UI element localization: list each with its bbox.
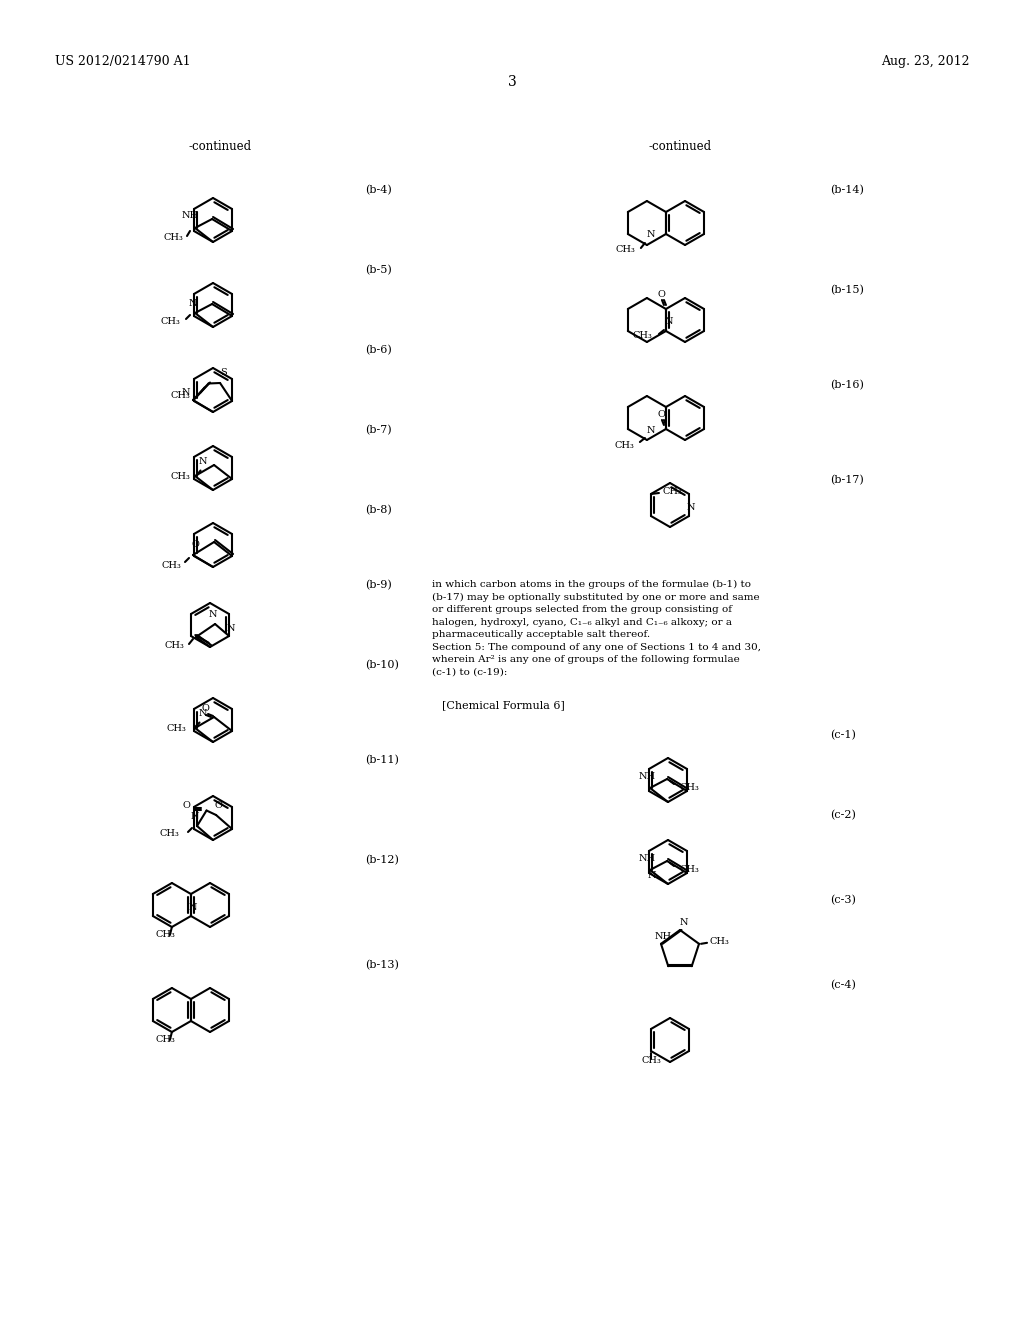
Text: N: N: [188, 903, 198, 912]
Text: N: N: [680, 917, 688, 927]
Text: CH₃: CH₃: [632, 331, 652, 341]
Text: (b-12): (b-12): [365, 855, 399, 866]
Text: CH₃: CH₃: [164, 640, 184, 649]
Text: (b-11): (b-11): [365, 755, 399, 766]
Text: CH₃: CH₃: [163, 234, 183, 243]
Text: CH₃: CH₃: [641, 1056, 660, 1065]
Text: CH₃: CH₃: [156, 1035, 176, 1044]
Text: (b-17): (b-17): [830, 475, 864, 486]
Text: CH₃: CH₃: [160, 317, 180, 326]
Text: (b-16): (b-16): [830, 380, 864, 391]
Text: (c-2): (c-2): [830, 810, 856, 820]
Text: CH₃: CH₃: [171, 473, 190, 480]
Text: (b-10): (b-10): [365, 660, 399, 671]
Text: N: N: [190, 812, 200, 821]
Text: Aug. 23, 2012: Aug. 23, 2012: [882, 55, 970, 69]
Text: 3: 3: [508, 75, 516, 88]
Text: (b-5): (b-5): [365, 265, 392, 276]
Text: O: O: [191, 540, 199, 549]
Text: N: N: [648, 871, 656, 880]
Text: in which carbon atoms in the groups of the formulae (b-1) to
(b-17) may be optio: in which carbon atoms in the groups of t…: [432, 579, 761, 677]
Text: (b-15): (b-15): [830, 285, 864, 296]
Text: (b-8): (b-8): [365, 506, 392, 515]
Text: NH: NH: [638, 772, 655, 781]
Text: N: N: [188, 300, 198, 308]
Text: CH₃: CH₃: [663, 487, 683, 496]
Text: N: N: [646, 426, 655, 436]
Text: N: N: [209, 610, 217, 619]
Text: -continued: -continued: [188, 140, 252, 153]
Text: [Chemical Formula 6]: [Chemical Formula 6]: [442, 700, 565, 710]
Text: CH₃: CH₃: [679, 783, 699, 792]
Text: N: N: [646, 230, 655, 239]
Text: CH₃: CH₃: [615, 246, 635, 255]
Text: CH₃: CH₃: [156, 931, 176, 939]
Text: N: N: [199, 458, 207, 466]
Text: CH₃: CH₃: [159, 829, 179, 838]
Text: (c-4): (c-4): [830, 979, 856, 990]
Text: N: N: [226, 624, 236, 634]
Text: CH₃: CH₃: [709, 937, 729, 946]
Text: N: N: [199, 710, 207, 718]
Text: NH: NH: [181, 211, 199, 220]
Text: N: N: [687, 503, 695, 512]
Text: (c-1): (c-1): [830, 730, 856, 741]
Text: O: O: [182, 800, 190, 809]
Text: (b-9): (b-9): [365, 579, 392, 590]
Text: N: N: [181, 388, 190, 397]
Text: CH₃: CH₃: [171, 391, 190, 400]
Text: (b-7): (b-7): [365, 425, 391, 436]
Text: (b-13): (b-13): [365, 960, 399, 970]
Text: CH₃: CH₃: [679, 865, 699, 874]
Text: O: O: [657, 411, 665, 418]
Text: US 2012/0214790 A1: US 2012/0214790 A1: [55, 55, 190, 69]
Text: O: O: [214, 801, 222, 810]
Text: CH₃: CH₃: [161, 561, 181, 569]
Text: (b-14): (b-14): [830, 185, 864, 195]
Text: NH: NH: [654, 932, 672, 941]
Text: CH₃: CH₃: [167, 723, 186, 733]
Text: S: S: [220, 368, 226, 378]
Text: (b-4): (b-4): [365, 185, 392, 195]
Text: CH₃: CH₃: [614, 441, 634, 450]
Text: O: O: [201, 704, 209, 713]
Text: (b-6): (b-6): [365, 345, 392, 355]
Text: (c-3): (c-3): [830, 895, 856, 906]
Text: N: N: [665, 317, 673, 326]
Text: O: O: [657, 290, 665, 300]
Text: -continued: -continued: [648, 140, 712, 153]
Text: NH: NH: [638, 854, 655, 863]
